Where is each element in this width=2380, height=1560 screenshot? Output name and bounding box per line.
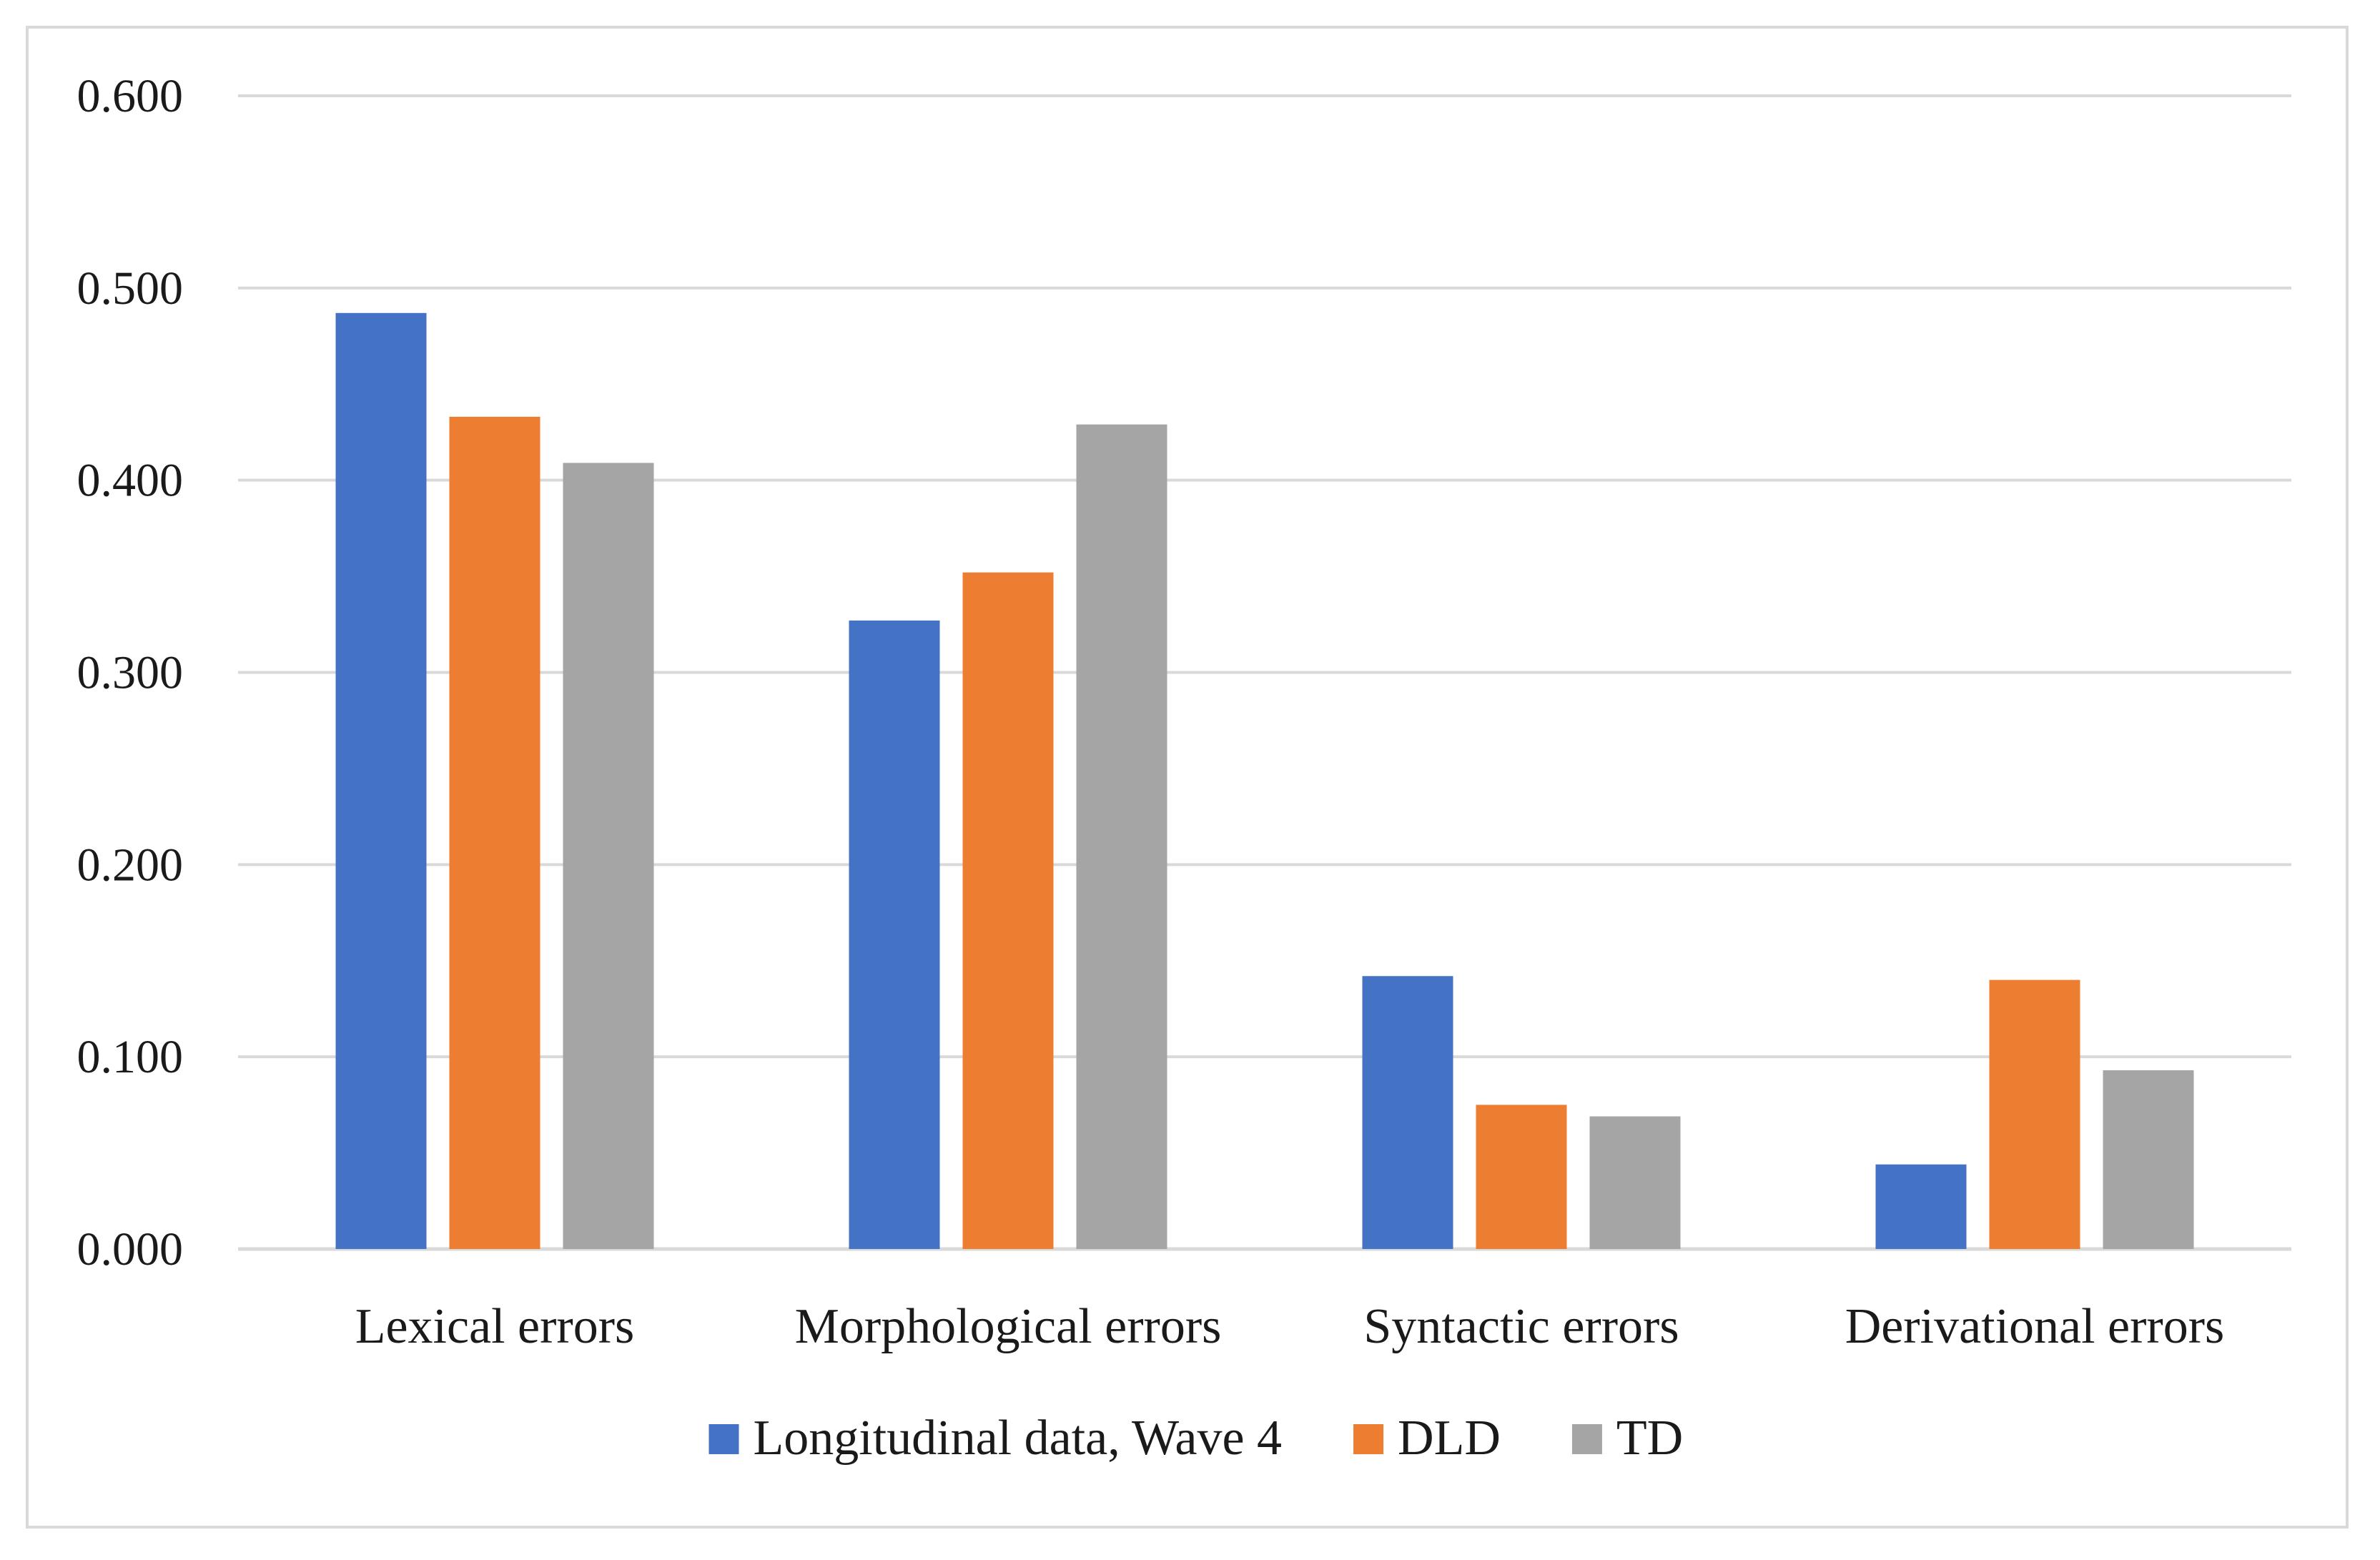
y-tick-label: 0.000 xyxy=(77,1223,184,1275)
y-tick-label: 0.400 xyxy=(77,455,184,507)
bar-longitudinal-data-wave-4-morphological-errors xyxy=(849,620,940,1249)
bar-dld-morphological-errors xyxy=(962,572,1054,1249)
y-axis-ticks: 0.000 0.100 0.200 0.300 0.400 0.500 0.600 xyxy=(77,70,184,1275)
bar-td-lexical-errors xyxy=(563,463,654,1249)
y-tick-label: 0.600 xyxy=(77,70,184,122)
y-tick-label: 0.300 xyxy=(77,647,184,699)
bar-td-derivational-errors xyxy=(2103,1070,2194,1249)
legend-swatch xyxy=(708,1424,739,1454)
bar-longitudinal-data-wave-4-derivational-errors xyxy=(1875,1164,1967,1249)
bar-dld-derivational-errors xyxy=(1989,979,2080,1249)
y-tick-label: 0.100 xyxy=(77,1031,184,1083)
bar-dld-lexical-errors xyxy=(449,416,540,1249)
legend-label: DLD xyxy=(1398,1411,1501,1466)
legend-label: TD xyxy=(1616,1411,1683,1466)
y-tick-label: 0.200 xyxy=(77,839,184,891)
x-tick-label: Lexical errors xyxy=(355,1299,635,1354)
bar-dld-syntactic-errors xyxy=(1476,1105,1567,1249)
x-axis-ticks: Lexical errors Morphological errors Syntac… xyxy=(355,1299,2225,1354)
legend: Longitudinal data, Wave 4 DLD TD xyxy=(708,1411,1683,1466)
legend-swatch xyxy=(1571,1424,1602,1454)
bars xyxy=(335,312,2194,1249)
x-tick-label: Syntactic errors xyxy=(1363,1299,1679,1354)
bar-td-syntactic-errors xyxy=(1589,1116,1681,1249)
bar-longitudinal-data-wave-4-syntactic-errors xyxy=(1362,976,1453,1249)
legend-swatch xyxy=(1353,1424,1384,1454)
gridlines xyxy=(238,94,2291,1251)
x-tick-label: Morphological errors xyxy=(795,1299,1222,1354)
y-tick-label: 0.500 xyxy=(77,262,184,315)
legend-label: Longitudinal data, Wave 4 xyxy=(754,1411,1283,1466)
bar-longitudinal-data-wave-4-lexical-errors xyxy=(335,312,427,1249)
x-tick-label: Derivational errors xyxy=(1845,1299,2225,1354)
bar-td-morphological-errors xyxy=(1076,424,1167,1249)
